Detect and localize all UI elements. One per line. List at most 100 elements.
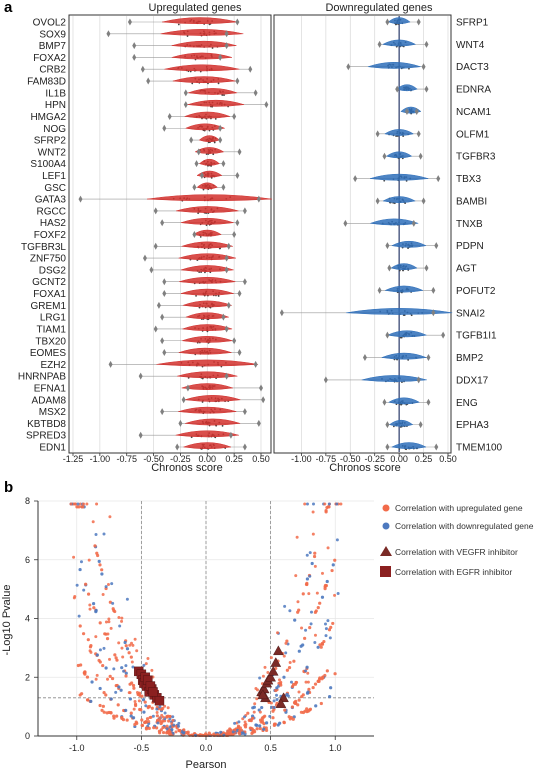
scatter-point bbox=[285, 639, 289, 643]
up-outlier bbox=[221, 183, 226, 191]
down-gene-label: AGT bbox=[456, 264, 477, 275]
scatter-point bbox=[94, 635, 98, 639]
scatter-point bbox=[291, 717, 295, 721]
scatter-point bbox=[114, 683, 118, 688]
scatter-point bbox=[241, 731, 245, 735]
up-gene-label: SOX9 bbox=[39, 29, 66, 40]
scatter-point bbox=[288, 609, 292, 613]
scatter-point bbox=[139, 708, 143, 712]
egfr-marker bbox=[154, 696, 165, 706]
scatter-point bbox=[155, 711, 159, 715]
scatter-point bbox=[91, 520, 95, 524]
scatter-point bbox=[255, 688, 259, 692]
scatter-point bbox=[255, 727, 259, 731]
scatter-xtick-label: 1.0 bbox=[329, 743, 342, 753]
up-outlier bbox=[232, 337, 237, 345]
scatter-point bbox=[165, 724, 169, 728]
scatter-point bbox=[320, 595, 325, 599]
up-gene-label: LRG1 bbox=[40, 313, 67, 324]
scatter-point bbox=[129, 714, 133, 718]
scatter-point bbox=[127, 651, 131, 655]
scatter-point bbox=[114, 690, 118, 694]
up-violin bbox=[153, 324, 233, 333]
down-gene-label: DACT3 bbox=[456, 62, 489, 73]
scatter-point bbox=[279, 680, 283, 684]
up-outlier bbox=[242, 443, 247, 451]
scatter-point bbox=[172, 723, 176, 727]
scatter-point bbox=[300, 626, 304, 630]
scatter-point bbox=[94, 532, 98, 536]
scatter-point bbox=[110, 676, 115, 681]
up-violin bbox=[108, 359, 259, 368]
up-outlier bbox=[221, 160, 226, 168]
scatter-point bbox=[128, 643, 132, 647]
up-outlier bbox=[181, 396, 186, 404]
scatter-point bbox=[148, 715, 152, 719]
up-violin-body bbox=[184, 395, 241, 402]
scatter-point bbox=[128, 697, 132, 701]
scatter-point bbox=[233, 721, 237, 725]
up-outlier bbox=[146, 77, 151, 85]
up-outlier bbox=[253, 89, 258, 97]
scatter-point bbox=[283, 708, 287, 712]
scatter-point bbox=[119, 688, 123, 692]
scatter-point bbox=[104, 620, 108, 624]
scatter-point bbox=[260, 716, 265, 720]
scatter-point bbox=[88, 603, 92, 607]
scatter-point bbox=[78, 502, 82, 506]
scatter-point bbox=[294, 680, 299, 685]
up-outlier bbox=[237, 349, 242, 357]
scatter-point bbox=[77, 614, 81, 618]
down-gene-label: SNAI2 bbox=[456, 308, 485, 319]
up-outlier bbox=[224, 30, 229, 38]
scatter-point bbox=[161, 719, 165, 723]
scatter-point bbox=[325, 579, 329, 584]
down-violin-body bbox=[384, 129, 415, 136]
up-outlier bbox=[226, 301, 231, 309]
up-violin-body bbox=[182, 324, 233, 331]
scatter-point bbox=[318, 601, 322, 605]
down-gene-label: WNT4 bbox=[456, 40, 485, 51]
down-violin bbox=[362, 352, 431, 362]
scatter-point bbox=[107, 617, 111, 621]
up-violin bbox=[175, 442, 247, 451]
up-violin-body bbox=[180, 288, 234, 296]
up-gene-label: FOXA2 bbox=[33, 53, 66, 64]
up-outlier bbox=[140, 65, 145, 73]
scatter-point bbox=[212, 732, 216, 736]
up-outlier bbox=[153, 207, 158, 215]
scatter-point bbox=[311, 532, 315, 536]
up-gene-label: EZH2 bbox=[40, 360, 66, 371]
scatter-point bbox=[305, 710, 309, 714]
up-outlier bbox=[221, 313, 226, 321]
down-violin-body bbox=[390, 263, 418, 271]
up-gene-label: FOXF2 bbox=[34, 230, 67, 241]
scatter-point bbox=[330, 568, 334, 573]
scatter-point bbox=[109, 697, 113, 701]
up-gene-label: NOG bbox=[43, 124, 66, 135]
scatter-point bbox=[292, 659, 296, 663]
down-xtick-label: -0.50 bbox=[340, 454, 361, 464]
scatter-point bbox=[129, 655, 133, 659]
scatter-point bbox=[255, 697, 259, 701]
down-gene-label: TGFB1I1 bbox=[456, 331, 497, 342]
scatter-point bbox=[251, 716, 255, 720]
up-violin bbox=[132, 40, 237, 50]
scatter-point bbox=[296, 600, 300, 604]
down-outlier bbox=[377, 40, 382, 48]
scatter-point bbox=[318, 643, 322, 647]
up-violin-body bbox=[196, 182, 218, 190]
scatter-point bbox=[326, 619, 330, 623]
down-gene-label: ENG bbox=[456, 398, 478, 409]
down-violin-body bbox=[391, 442, 427, 450]
up-violin-body bbox=[178, 347, 232, 355]
up-gene-label: TIAM1 bbox=[37, 324, 67, 335]
vegfr-marker bbox=[275, 698, 287, 708]
scatter-point bbox=[96, 553, 100, 558]
up-violin-body bbox=[188, 88, 238, 95]
down-outlier bbox=[375, 130, 380, 138]
scatter-point bbox=[177, 724, 181, 728]
up-violin-body bbox=[146, 194, 272, 202]
scatter-point bbox=[98, 648, 102, 652]
